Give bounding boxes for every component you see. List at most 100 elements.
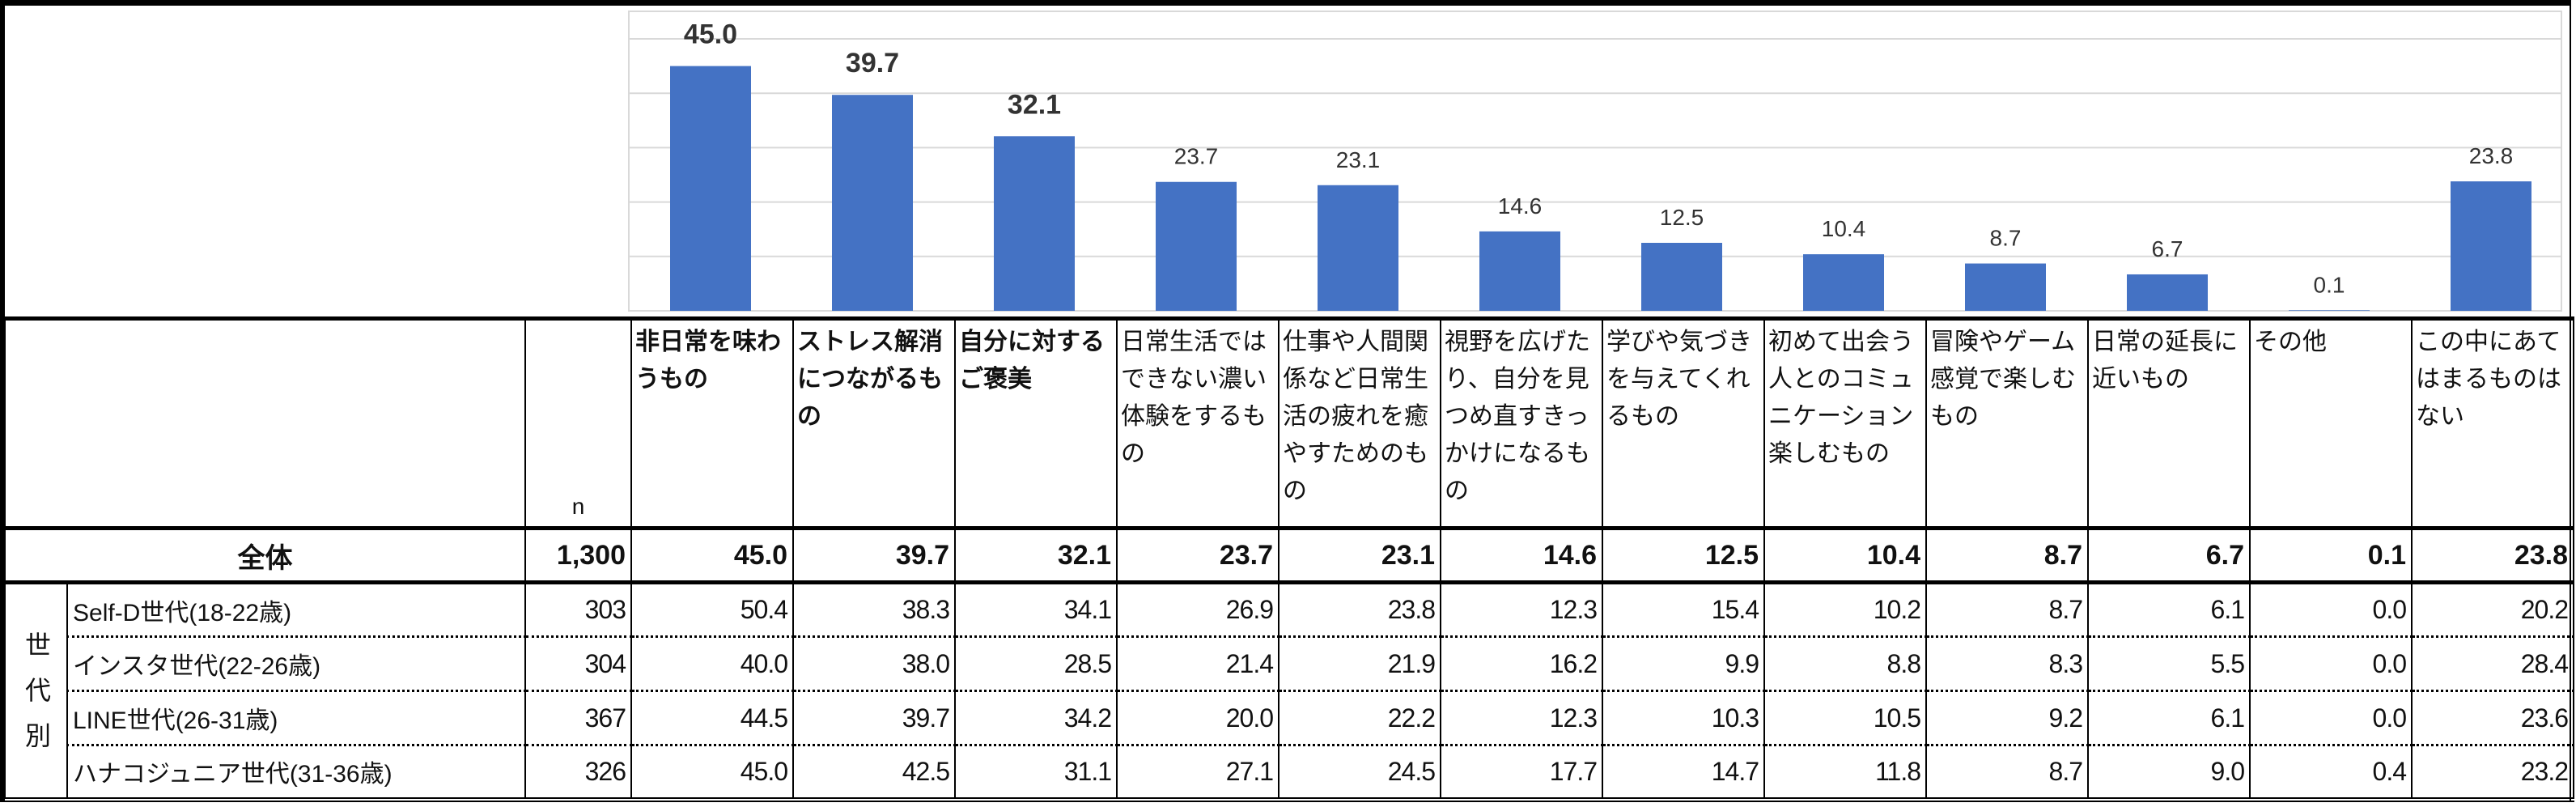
data-label-2: 39.7 xyxy=(846,48,899,79)
value-cell: 34.2 xyxy=(954,690,1118,746)
data-label-5: 23.1 xyxy=(1336,147,1381,172)
group-label: 世代別 xyxy=(4,581,68,802)
value-cell: 5.5 xyxy=(2087,635,2251,692)
column-header: 初めて出会う人とのコミュニケーション楽しむもの xyxy=(1763,316,1927,530)
bar-10 xyxy=(2127,274,2208,311)
bar-chart: 45.0 39.7 32.1 23.7 23.1 14.6 12.5 10.4 8.7 6.7 0.… xyxy=(628,11,2562,312)
value-cell: 10.3 xyxy=(1602,690,1765,746)
value-cell: 10.2 xyxy=(1763,581,1927,638)
value-cell: 11.8 xyxy=(1763,744,1927,802)
row-label: インスタ世代(22-26歳) xyxy=(66,635,526,692)
plot-area xyxy=(628,11,2562,312)
value-cell: 9.2 xyxy=(1925,690,2089,746)
value-cell: 0.1 xyxy=(2249,527,2413,584)
value-cell: 0.0 xyxy=(2249,581,2413,638)
n-cell: 367 xyxy=(524,690,632,746)
value-cell: 9.0 xyxy=(2087,744,2251,802)
value-cell: 10.4 xyxy=(1763,527,1927,584)
bar-6 xyxy=(1479,231,1560,311)
value-cell: 6.1 xyxy=(2087,581,2251,638)
column-header: 日常の延長に近いもの xyxy=(2087,316,2251,530)
table-row: 世代別 Self-D世代(18-22歳) 303 50.4 38.3 34.1 26.9 23… xyxy=(4,581,2574,802)
bar-1 xyxy=(670,66,751,311)
column-header: 非日常を味わうもの xyxy=(630,316,794,530)
value-cell: 6.7 xyxy=(2087,527,2251,584)
value-cell: 12.3 xyxy=(1440,581,1603,638)
column-header: 仕事や人間関係など日常生活の疲れを癒やすためのもの xyxy=(1278,316,1441,530)
value-cell: 17.7 xyxy=(1440,744,1603,802)
value-cell: 20.0 xyxy=(1116,690,1280,746)
column-header: その他 xyxy=(2249,316,2413,530)
value-cell: 23.2 xyxy=(2411,744,2574,802)
value-cell: 31.1 xyxy=(954,744,1118,802)
value-cell: 20.2 xyxy=(2411,581,2574,638)
data-table: n 非日常を味わうもの ストレス解消につながるもの 自分に対するご褒美 日常生活ではでき… xyxy=(4,316,2574,802)
value-cell: 27.1 xyxy=(1116,744,1280,802)
value-cell: 12.3 xyxy=(1440,690,1603,746)
data-label-12: 23.8 xyxy=(2469,143,2514,168)
value-cell: 23.6 xyxy=(2411,690,2574,746)
n-cell: 326 xyxy=(524,744,632,802)
value-cell: 38.0 xyxy=(792,635,956,692)
value-cell: 34.1 xyxy=(954,581,1118,638)
column-header: 視野を広げたり、自分を見つめ直すきっかけになるもの xyxy=(1440,316,1603,530)
row-label: Self-D世代(18-22歳) xyxy=(66,581,526,638)
value-cell: 21.4 xyxy=(1116,635,1280,692)
value-cell: 28.4 xyxy=(2411,635,2574,692)
value-cell: 45.0 xyxy=(630,527,794,584)
value-cell: 8.7 xyxy=(1925,581,2089,638)
value-cell: 21.9 xyxy=(1278,635,1441,692)
value-cell: 0.0 xyxy=(2249,690,2413,746)
header-row: n 非日常を味わうもの ストレス解消につながるもの 自分に対するご褒美 日常生活ではでき… xyxy=(4,316,2574,530)
value-cell: 8.8 xyxy=(1763,635,1927,692)
value-cell: 14.6 xyxy=(1440,527,1603,584)
table-row: LINE世代(26-31歳) 367 44.5 39.7 34.2 20.0 22.2 12.… xyxy=(5,690,2574,746)
header-blank-cell xyxy=(4,316,526,530)
value-cell: 10.5 xyxy=(1763,690,1927,746)
n-cell: 1,300 xyxy=(524,527,632,584)
value-cell: 16.2 xyxy=(1440,635,1603,692)
bar-8 xyxy=(1803,254,1884,311)
data-label-7: 12.5 xyxy=(1660,205,1704,230)
column-header: 自分に対するご褒美 xyxy=(954,316,1118,530)
bar-7 xyxy=(1641,243,1722,311)
row-label: LINE世代(26-31歳) xyxy=(66,690,526,746)
value-cell: 44.5 xyxy=(630,690,794,746)
value-cell: 32.1 xyxy=(954,527,1118,584)
bar-9 xyxy=(1965,263,2046,311)
bar-12 xyxy=(2451,181,2531,311)
column-header: ストレス解消につながるもの xyxy=(792,316,956,530)
value-cell: 6.1 xyxy=(2087,690,2251,746)
data-label-6: 14.6 xyxy=(1498,193,1543,219)
value-cell: 39.7 xyxy=(792,527,956,584)
value-cell: 8.7 xyxy=(1925,527,2089,584)
n-cell: 304 xyxy=(524,635,632,692)
value-cell: 50.4 xyxy=(630,581,794,638)
column-header: この中にあてはまるものはない xyxy=(2411,316,2574,530)
value-cell: 23.8 xyxy=(1278,581,1441,638)
value-cell: 12.5 xyxy=(1602,527,1765,584)
data-label-4: 23.7 xyxy=(1174,144,1219,169)
value-cell: 23.8 xyxy=(2411,527,2574,584)
value-cell: 14.7 xyxy=(1602,744,1765,802)
n-cell: 303 xyxy=(524,581,632,638)
bar-11 xyxy=(2289,310,2370,311)
value-cell: 9.9 xyxy=(1602,635,1765,692)
n-header: n xyxy=(524,316,632,530)
data-label-10: 6.7 xyxy=(2152,236,2183,261)
value-cell: 42.5 xyxy=(792,744,956,802)
column-header: 冒険やゲーム感覚で楽しむもの xyxy=(1925,316,2089,530)
table-row: インスタ世代(22-26歳) 304 40.0 38.0 28.5 21.4 21.9 16.… xyxy=(5,635,2574,692)
value-cell: 26.9 xyxy=(1116,581,1280,638)
value-cell: 0.4 xyxy=(2249,744,2413,802)
bar-2 xyxy=(832,95,913,311)
data-label-1: 45.0 xyxy=(684,19,737,50)
total-row: 全体 1,300 45.0 39.7 32.1 23.7 23.1 14.6 12.5 10.4 8… xyxy=(4,527,2574,584)
value-cell: 40.0 xyxy=(630,635,794,692)
value-cell: 38.3 xyxy=(792,581,956,638)
table-row: ハナコジュニア世代(31-36歳) 326 45.0 42.5 31.1 27.1 24.5… xyxy=(5,744,2574,802)
value-cell: 39.7 xyxy=(792,690,956,746)
column-header: 日常生活ではできない濃い体験をするもの xyxy=(1116,316,1280,530)
bar-3 xyxy=(994,136,1075,311)
